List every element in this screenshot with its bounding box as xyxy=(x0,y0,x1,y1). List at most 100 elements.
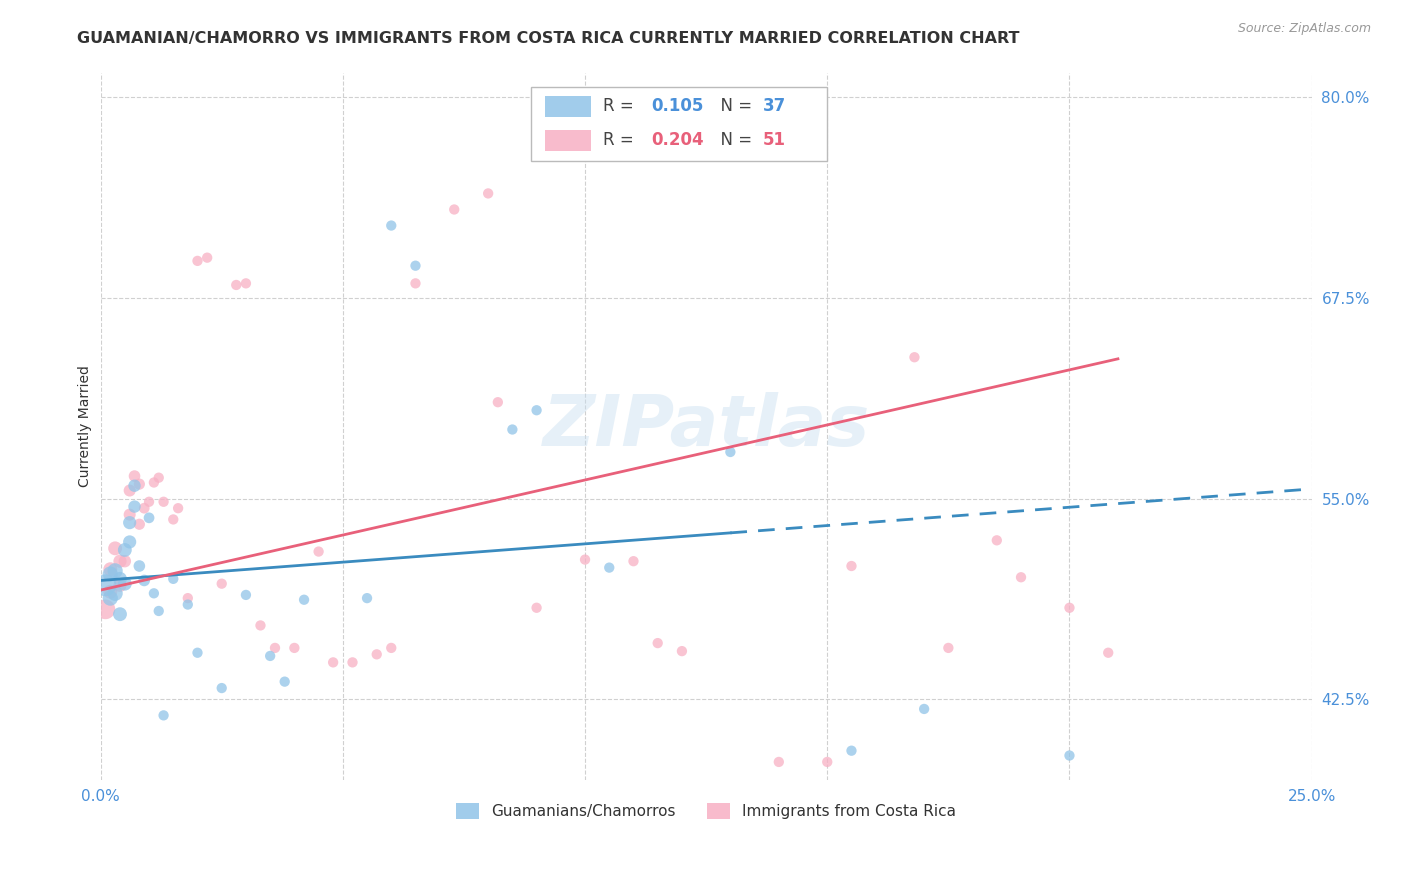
Point xyxy=(1097,646,1119,660)
Point xyxy=(152,495,174,509)
Text: N =: N = xyxy=(710,131,758,149)
Point xyxy=(225,277,247,292)
Point xyxy=(1059,600,1081,615)
Text: 37: 37 xyxy=(763,97,786,115)
Point xyxy=(211,576,233,591)
Point xyxy=(486,395,509,409)
Point xyxy=(138,495,160,509)
Point xyxy=(1059,748,1081,763)
Point xyxy=(235,277,257,291)
Y-axis label: Currently Married: Currently Married xyxy=(79,366,93,487)
Point xyxy=(526,403,548,417)
Point xyxy=(186,646,208,660)
Point xyxy=(768,755,790,769)
Point xyxy=(142,475,165,490)
Point xyxy=(211,681,233,695)
Point xyxy=(108,607,131,622)
Point xyxy=(342,656,364,670)
Text: R =: R = xyxy=(603,97,640,115)
Point xyxy=(815,755,838,769)
Point xyxy=(152,708,174,723)
Point xyxy=(249,618,271,632)
Point xyxy=(124,500,146,514)
Point xyxy=(128,559,150,574)
Point xyxy=(405,277,427,291)
Point xyxy=(186,253,208,268)
Point xyxy=(526,600,548,615)
Text: 51: 51 xyxy=(763,131,786,149)
Point xyxy=(167,501,190,516)
Point xyxy=(356,591,378,606)
Point xyxy=(118,508,141,522)
Point xyxy=(162,512,184,526)
Point xyxy=(501,423,523,437)
Text: ZIPatlas: ZIPatlas xyxy=(543,392,870,461)
Text: R =: R = xyxy=(603,131,640,149)
Point xyxy=(108,572,131,586)
Text: 0.204: 0.204 xyxy=(651,131,704,149)
Point xyxy=(177,591,200,606)
Point xyxy=(94,602,117,616)
Point xyxy=(98,584,121,599)
Point xyxy=(195,251,218,265)
Point xyxy=(138,511,160,525)
Point xyxy=(98,591,121,606)
Point xyxy=(322,656,344,670)
Point xyxy=(574,552,596,566)
Point xyxy=(124,479,146,493)
Point xyxy=(104,541,127,556)
Point xyxy=(104,564,127,578)
Point xyxy=(671,644,693,658)
FancyBboxPatch shape xyxy=(546,129,591,151)
Point xyxy=(366,648,388,662)
Point xyxy=(114,554,136,568)
Point xyxy=(308,544,330,558)
Point xyxy=(623,554,645,568)
Point xyxy=(841,559,863,574)
Point xyxy=(114,543,136,558)
Point xyxy=(98,562,121,576)
Point xyxy=(128,517,150,532)
Point xyxy=(273,674,295,689)
Point xyxy=(903,350,925,364)
Point xyxy=(380,640,402,655)
Point xyxy=(292,592,315,607)
Point xyxy=(264,640,287,655)
Point xyxy=(118,535,141,549)
Point xyxy=(718,445,741,459)
Point xyxy=(443,202,465,217)
Point xyxy=(177,598,200,612)
Point xyxy=(477,186,499,201)
Text: N =: N = xyxy=(710,97,758,115)
Point xyxy=(598,560,620,574)
Point xyxy=(142,586,165,600)
Point xyxy=(1010,570,1032,584)
Point xyxy=(108,578,131,592)
Point xyxy=(986,533,1008,548)
Point xyxy=(104,586,127,600)
Point xyxy=(912,702,935,716)
Point xyxy=(162,572,184,586)
Point xyxy=(114,576,136,591)
Point xyxy=(134,574,156,588)
Text: Source: ZipAtlas.com: Source: ZipAtlas.com xyxy=(1237,22,1371,36)
Text: GUAMANIAN/CHAMORRO VS IMMIGRANTS FROM COSTA RICA CURRENTLY MARRIED CORRELATION C: GUAMANIAN/CHAMORRO VS IMMIGRANTS FROM CO… xyxy=(77,31,1019,46)
Point xyxy=(148,604,170,618)
Point xyxy=(405,259,427,273)
Point xyxy=(118,483,141,498)
Point xyxy=(380,219,402,233)
Point xyxy=(94,578,117,592)
Point xyxy=(235,588,257,602)
FancyBboxPatch shape xyxy=(546,95,591,117)
Point xyxy=(259,648,281,663)
FancyBboxPatch shape xyxy=(530,87,827,161)
Point xyxy=(98,567,121,582)
Point xyxy=(938,640,960,655)
Point xyxy=(108,554,131,568)
Point xyxy=(128,477,150,491)
Point xyxy=(148,471,170,485)
Legend: Guamanians/Chamorros, Immigrants from Costa Rica: Guamanians/Chamorros, Immigrants from Co… xyxy=(450,797,962,825)
Point xyxy=(841,744,863,758)
Text: 0.105: 0.105 xyxy=(651,97,704,115)
Point xyxy=(118,516,141,530)
